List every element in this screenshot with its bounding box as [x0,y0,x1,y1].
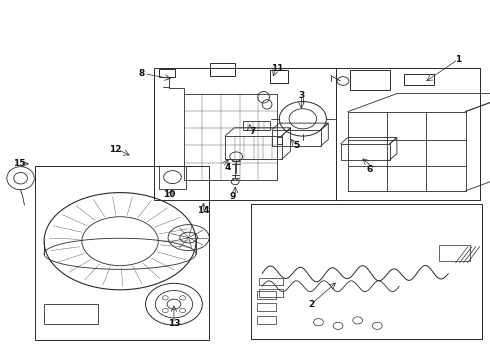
Bar [404,74,434,85]
Bar [44,304,98,324]
Text: 1: 1 [455,55,461,64]
Bar [35,166,209,340]
Text: 9: 9 [229,192,236,201]
Bar [159,69,175,77]
Text: 15: 15 [13,159,26,168]
Text: 5: 5 [294,141,299,150]
Bar [336,68,480,200]
Bar [350,70,390,90]
Text: 8: 8 [139,69,145,78]
Text: 14: 14 [197,206,210,215]
Bar [210,63,235,76]
Text: 3: 3 [298,91,304,100]
Text: 11: 11 [270,64,283,73]
Bar [184,94,277,180]
Text: 2: 2 [308,300,314,309]
Bar [159,166,186,189]
Bar [225,136,282,159]
Text: 13: 13 [168,320,180,328]
Text: 12: 12 [109,145,122,154]
Text: 4: 4 [224,163,231,172]
Bar [257,316,276,324]
Text: 7: 7 [249,127,256,136]
Bar [270,70,288,83]
Bar [257,291,276,299]
Bar [259,278,283,285]
Bar [243,121,270,130]
Bar [251,204,482,339]
Bar [272,130,321,146]
Bar [259,289,283,297]
Text: 10: 10 [163,190,175,199]
Text: 6: 6 [367,165,373,174]
Bar [439,245,470,261]
Bar [257,303,276,311]
Bar [154,68,336,200]
Bar [341,144,390,160]
